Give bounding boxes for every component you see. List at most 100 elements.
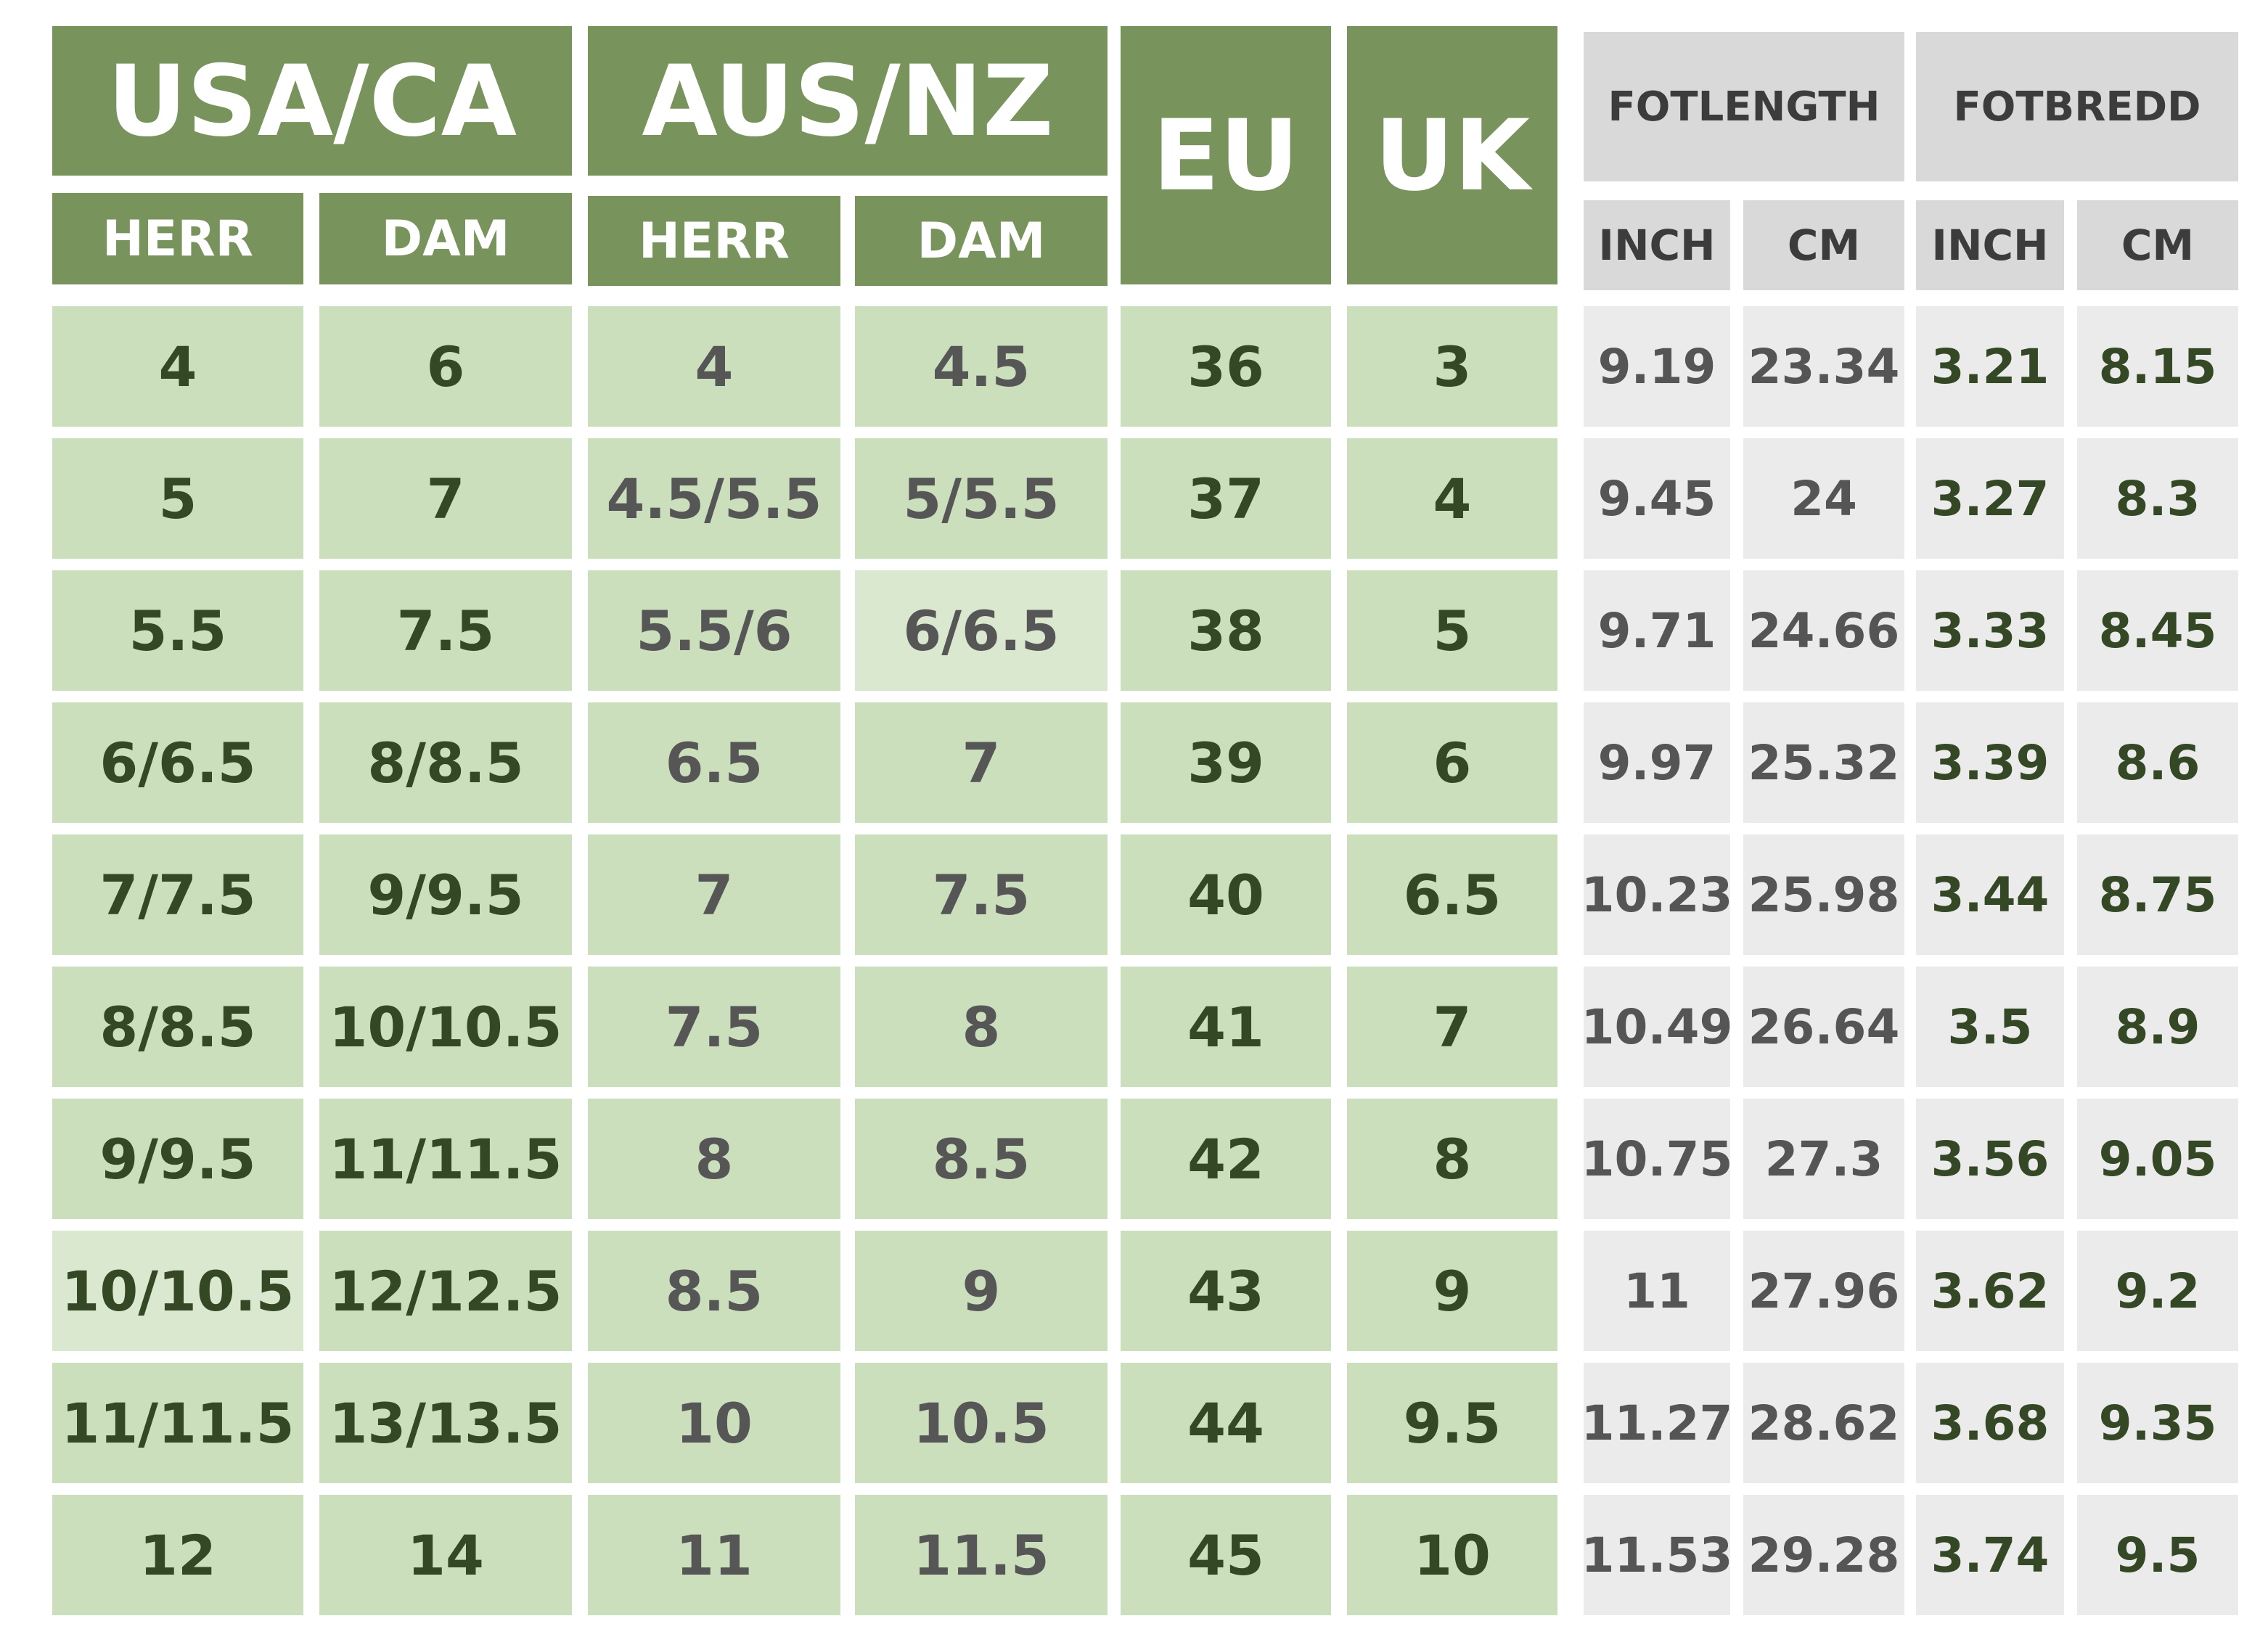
cell-aus-herr: 11	[588, 1495, 840, 1615]
cell-aus-dam: 7	[855, 702, 1108, 823]
cell-usa-dam: 13/13.5	[319, 1363, 572, 1483]
cell-wid-inch: 3.33	[1916, 570, 2064, 691]
cell-eu: 41	[1121, 967, 1331, 1087]
cell-wid-cm: 8.9	[2077, 967, 2238, 1087]
cell-usa-herr: 9/9.5	[52, 1099, 303, 1219]
cell-usa-dam: 7.5	[319, 570, 572, 691]
cell-usa-dam: 11/11.5	[319, 1099, 572, 1219]
cell-wid-cm: 9.2	[2077, 1231, 2238, 1351]
cell-aus-dam: 7.5	[855, 834, 1108, 955]
cell-usa-herr: 8/8.5	[52, 967, 303, 1087]
cell-aus-herr: 8	[588, 1099, 840, 1219]
cell-len-inch: 9.97	[1584, 702, 1730, 823]
header-fotlength: FOTLENGTH	[1584, 32, 1904, 181]
cell-usa-dam: 6	[319, 306, 572, 427]
cell-eu: 44	[1121, 1363, 1331, 1483]
cell-wid-cm: 8.6	[2077, 702, 2238, 823]
cell-uk: 10	[1347, 1495, 1557, 1615]
cell-usa-herr: 6/6.5	[52, 702, 303, 823]
cell-wid-inch: 3.74	[1916, 1495, 2064, 1615]
cell-usa-dam: 10/10.5	[319, 967, 572, 1087]
cell-aus-herr: 4.5/5.5	[588, 438, 840, 559]
cell-len-inch: 9.71	[1584, 570, 1730, 691]
cell-len-cm: 28.62	[1743, 1363, 1904, 1483]
header-width-inch: INCH	[1916, 200, 2064, 290]
cell-len-cm: 25.32	[1743, 702, 1904, 823]
cell-wid-inch: 3.62	[1916, 1231, 2064, 1351]
cell-wid-cm: 9.05	[2077, 1099, 2238, 1219]
header-length-cm: CM	[1743, 200, 1904, 290]
cell-len-cm: 27.96	[1743, 1231, 1904, 1351]
cell-wid-inch: 3.5	[1916, 967, 2064, 1087]
header-usa-ca: USA/CA	[52, 26, 572, 176]
cell-usa-dam: 7	[319, 438, 572, 559]
header-aus-herr: HERR	[588, 196, 840, 286]
cell-len-inch: 9.19	[1584, 306, 1730, 427]
cell-usa-dam: 14	[319, 1495, 572, 1615]
cell-usa-herr: 4	[52, 306, 303, 427]
cell-wid-inch: 3.39	[1916, 702, 2064, 823]
cell-aus-dam: 10.5	[855, 1363, 1108, 1483]
cell-eu: 42	[1121, 1099, 1331, 1219]
cell-len-inch: 10.23	[1581, 834, 1732, 955]
cell-wid-inch: 3.44	[1916, 834, 2064, 955]
cell-len-cm: 29.28	[1743, 1495, 1904, 1615]
header-aus-nz: AUS/NZ	[588, 26, 1108, 176]
cell-eu: 37	[1121, 438, 1331, 559]
cell-usa-dam: 8/8.5	[319, 702, 572, 823]
cell-wid-inch: 3.68	[1916, 1363, 2064, 1483]
cell-aus-dam: 9	[855, 1231, 1108, 1351]
cell-eu: 40	[1121, 834, 1331, 955]
header-uk: UK	[1347, 26, 1557, 284]
cell-uk: 4	[1347, 438, 1557, 559]
header-length-inch: INCH	[1584, 200, 1730, 290]
cell-eu: 45	[1121, 1495, 1331, 1615]
cell-wid-cm: 8.15	[2077, 306, 2238, 427]
cell-eu: 43	[1121, 1231, 1331, 1351]
cell-uk: 6.5	[1347, 834, 1557, 955]
cell-wid-cm: 8.45	[2077, 570, 2238, 691]
cell-len-cm: 26.64	[1743, 967, 1904, 1087]
cell-len-inch: 11	[1584, 1231, 1730, 1351]
cell-len-inch: 9.45	[1584, 438, 1730, 559]
cell-uk: 9.5	[1347, 1363, 1557, 1483]
cell-aus-herr: 7.5	[588, 967, 840, 1087]
cell-eu: 38	[1121, 570, 1331, 691]
cell-uk: 5	[1347, 570, 1557, 691]
cell-wid-cm: 8.75	[2077, 834, 2238, 955]
cell-wid-inch: 3.27	[1916, 438, 2064, 559]
header-usa-herr: HERR	[52, 193, 303, 284]
cell-len-cm: 24	[1743, 438, 1904, 559]
cell-usa-herr: 7/7.5	[52, 834, 303, 955]
cell-usa-dam: 12/12.5	[319, 1231, 572, 1351]
header-aus-dam: DAM	[855, 196, 1108, 286]
cell-wid-cm: 9.5	[2077, 1495, 2238, 1615]
header-usa-dam: DAM	[319, 193, 572, 284]
cell-uk: 7	[1347, 967, 1557, 1087]
cell-uk: 3	[1347, 306, 1557, 427]
cell-len-inch: 11.53	[1581, 1495, 1732, 1615]
header-width-cm: CM	[2077, 200, 2238, 290]
cell-aus-dam: 11.5	[855, 1495, 1108, 1615]
cell-len-cm: 27.3	[1743, 1099, 1904, 1219]
cell-aus-herr: 5.5/6	[588, 570, 840, 691]
cell-aus-dam: 8	[855, 967, 1108, 1087]
cell-usa-herr: 11/11.5	[52, 1363, 303, 1483]
cell-wid-cm: 9.35	[2077, 1363, 2238, 1483]
cell-wid-cm: 8.3	[2077, 438, 2238, 559]
cell-aus-herr: 4	[588, 306, 840, 427]
cell-usa-herr: 12	[52, 1495, 303, 1615]
cell-len-inch: 11.27	[1581, 1363, 1732, 1483]
cell-len-inch: 10.75	[1581, 1099, 1732, 1219]
cell-usa-herr: 5.5	[52, 570, 303, 691]
cell-aus-herr: 8.5	[588, 1231, 840, 1351]
cell-len-inch: 10.49	[1581, 967, 1732, 1087]
cell-usa-herr: 5	[52, 438, 303, 559]
cell-wid-inch: 3.56	[1916, 1099, 2064, 1219]
cell-uk: 8	[1347, 1099, 1557, 1219]
cell-wid-inch: 3.21	[1916, 306, 2064, 427]
header-fotbredd: FOTBREDD	[1916, 32, 2238, 181]
cell-aus-herr: 7	[588, 834, 840, 955]
cell-aus-dam: 4.5	[855, 306, 1108, 427]
cell-aus-dam: 8.5	[855, 1099, 1108, 1219]
